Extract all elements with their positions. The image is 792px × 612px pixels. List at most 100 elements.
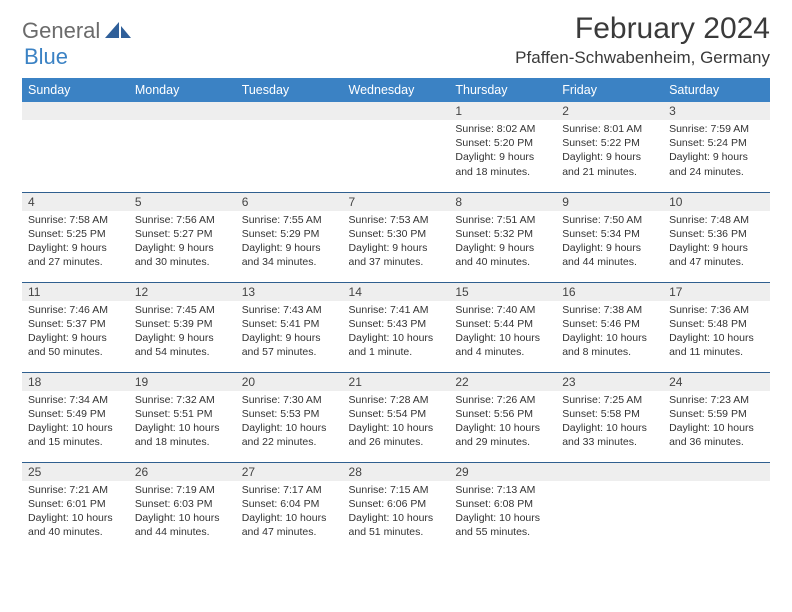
- day-number: 14: [343, 283, 450, 301]
- day-detail-line: Sunset: 6:01 PM: [28, 497, 123, 511]
- day-detail-line: Sunrise: 7:23 AM: [669, 393, 764, 407]
- calendar-day-cell: 19Sunrise: 7:32 AMSunset: 5:51 PMDayligh…: [129, 372, 236, 462]
- day-detail-line: Daylight: 9 hours: [135, 241, 230, 255]
- day-detail-line: Daylight: 10 hours: [562, 421, 657, 435]
- day-detail-line: and 50 minutes.: [28, 345, 123, 359]
- day-detail-line: Daylight: 10 hours: [669, 421, 764, 435]
- calendar-day-cell: [236, 102, 343, 192]
- day-detail-line: Sunrise: 7:53 AM: [349, 213, 444, 227]
- day-number: 4: [22, 193, 129, 211]
- day-detail-line: and 21 minutes.: [562, 165, 657, 179]
- day-detail-line: Sunset: 5:44 PM: [455, 317, 550, 331]
- day-number: [343, 102, 450, 120]
- day-details: Sunrise: 8:01 AMSunset: 5:22 PMDaylight:…: [556, 120, 663, 183]
- day-number: 22: [449, 373, 556, 391]
- day-number: 8: [449, 193, 556, 211]
- day-detail-line: Sunrise: 7:55 AM: [242, 213, 337, 227]
- day-number: 21: [343, 373, 450, 391]
- header: General Blue February 2024 Pfaffen-Schwa…: [22, 12, 770, 70]
- day-number: 10: [663, 193, 770, 211]
- day-detail-line: and 51 minutes.: [349, 525, 444, 539]
- day-detail-line: Sunset: 5:24 PM: [669, 136, 764, 150]
- day-details: Sunrise: 7:56 AMSunset: 5:27 PMDaylight:…: [129, 211, 236, 274]
- day-details: [343, 120, 450, 126]
- weekday-header: Wednesday: [343, 78, 450, 102]
- day-number: 5: [129, 193, 236, 211]
- calendar-day-cell: 28Sunrise: 7:15 AMSunset: 6:06 PMDayligh…: [343, 462, 450, 552]
- day-detail-line: and 26 minutes.: [349, 435, 444, 449]
- day-number: 23: [556, 373, 663, 391]
- day-detail-line: Sunrise: 7:34 AM: [28, 393, 123, 407]
- day-detail-line: Sunset: 5:30 PM: [349, 227, 444, 241]
- day-detail-line: Daylight: 10 hours: [135, 511, 230, 525]
- calendar-day-cell: 8Sunrise: 7:51 AMSunset: 5:32 PMDaylight…: [449, 192, 556, 282]
- day-number: [129, 102, 236, 120]
- day-number: 28: [343, 463, 450, 481]
- day-details: Sunrise: 7:26 AMSunset: 5:56 PMDaylight:…: [449, 391, 556, 454]
- day-detail-line: Sunset: 5:34 PM: [562, 227, 657, 241]
- day-details: Sunrise: 7:41 AMSunset: 5:43 PMDaylight:…: [343, 301, 450, 364]
- day-detail-line: Daylight: 10 hours: [349, 331, 444, 345]
- day-details: Sunrise: 7:15 AMSunset: 6:06 PMDaylight:…: [343, 481, 450, 544]
- day-detail-line: Sunrise: 7:45 AM: [135, 303, 230, 317]
- calendar-day-cell: 20Sunrise: 7:30 AMSunset: 5:53 PMDayligh…: [236, 372, 343, 462]
- day-details: Sunrise: 7:38 AMSunset: 5:46 PMDaylight:…: [556, 301, 663, 364]
- day-detail-line: Sunrise: 7:46 AM: [28, 303, 123, 317]
- calendar-day-cell: 16Sunrise: 7:38 AMSunset: 5:46 PMDayligh…: [556, 282, 663, 372]
- day-detail-line: Sunset: 5:56 PM: [455, 407, 550, 421]
- weekday-header: Saturday: [663, 78, 770, 102]
- day-details: Sunrise: 7:36 AMSunset: 5:48 PMDaylight:…: [663, 301, 770, 364]
- day-details: Sunrise: 7:45 AMSunset: 5:39 PMDaylight:…: [129, 301, 236, 364]
- day-detail-line: Sunrise: 7:56 AM: [135, 213, 230, 227]
- weekday-header: Friday: [556, 78, 663, 102]
- day-details: Sunrise: 7:32 AMSunset: 5:51 PMDaylight:…: [129, 391, 236, 454]
- weekday-header: Sunday: [22, 78, 129, 102]
- calendar-day-cell: 12Sunrise: 7:45 AMSunset: 5:39 PMDayligh…: [129, 282, 236, 372]
- day-detail-line: Sunset: 5:36 PM: [669, 227, 764, 241]
- calendar-week-row: 4Sunrise: 7:58 AMSunset: 5:25 PMDaylight…: [22, 192, 770, 282]
- day-details: Sunrise: 7:13 AMSunset: 6:08 PMDaylight:…: [449, 481, 556, 544]
- calendar-day-cell: 23Sunrise: 7:25 AMSunset: 5:58 PMDayligh…: [556, 372, 663, 462]
- calendar-day-cell: 3Sunrise: 7:59 AMSunset: 5:24 PMDaylight…: [663, 102, 770, 192]
- day-detail-line: Sunrise: 7:36 AM: [669, 303, 764, 317]
- day-details: Sunrise: 7:25 AMSunset: 5:58 PMDaylight:…: [556, 391, 663, 454]
- day-details: Sunrise: 7:30 AMSunset: 5:53 PMDaylight:…: [236, 391, 343, 454]
- calendar-day-cell: 29Sunrise: 7:13 AMSunset: 6:08 PMDayligh…: [449, 462, 556, 552]
- day-detail-line: Sunset: 5:37 PM: [28, 317, 123, 331]
- day-number: [556, 463, 663, 481]
- day-detail-line: Sunrise: 7:19 AM: [135, 483, 230, 497]
- day-detail-line: and 4 minutes.: [455, 345, 550, 359]
- day-detail-line: Sunset: 6:08 PM: [455, 497, 550, 511]
- calendar-week-row: 1Sunrise: 8:02 AMSunset: 5:20 PMDaylight…: [22, 102, 770, 192]
- day-number: 15: [449, 283, 556, 301]
- calendar-day-cell: 26Sunrise: 7:19 AMSunset: 6:03 PMDayligh…: [129, 462, 236, 552]
- day-detail-line: Daylight: 10 hours: [562, 331, 657, 345]
- day-detail-line: and 47 minutes.: [669, 255, 764, 269]
- day-detail-line: Daylight: 10 hours: [669, 331, 764, 345]
- day-detail-line: Daylight: 9 hours: [669, 241, 764, 255]
- calendar-table: Sunday Monday Tuesday Wednesday Thursday…: [22, 78, 770, 552]
- weekday-header-row: Sunday Monday Tuesday Wednesday Thursday…: [22, 78, 770, 102]
- calendar-day-cell: 14Sunrise: 7:41 AMSunset: 5:43 PMDayligh…: [343, 282, 450, 372]
- day-detail-line: and 33 minutes.: [562, 435, 657, 449]
- day-detail-line: Daylight: 10 hours: [455, 331, 550, 345]
- day-detail-line: Sunset: 5:25 PM: [28, 227, 123, 241]
- day-detail-line: and 57 minutes.: [242, 345, 337, 359]
- calendar-day-cell: 22Sunrise: 7:26 AMSunset: 5:56 PMDayligh…: [449, 372, 556, 462]
- month-title: February 2024: [515, 12, 770, 46]
- day-detail-line: and 44 minutes.: [135, 525, 230, 539]
- day-detail-line: and 1 minute.: [349, 345, 444, 359]
- day-detail-line: and 29 minutes.: [455, 435, 550, 449]
- day-details: Sunrise: 7:48 AMSunset: 5:36 PMDaylight:…: [663, 211, 770, 274]
- day-details: [663, 481, 770, 487]
- day-detail-line: and 37 minutes.: [349, 255, 444, 269]
- day-number: 27: [236, 463, 343, 481]
- calendar-day-cell: [22, 102, 129, 192]
- day-detail-line: Sunset: 5:43 PM: [349, 317, 444, 331]
- day-detail-line: and 36 minutes.: [669, 435, 764, 449]
- location-label: Pfaffen-Schwabenheim, Germany: [515, 48, 770, 68]
- logo-text: General Blue: [22, 18, 131, 70]
- day-detail-line: Sunrise: 7:21 AM: [28, 483, 123, 497]
- day-detail-line: and 15 minutes.: [28, 435, 123, 449]
- day-number: 20: [236, 373, 343, 391]
